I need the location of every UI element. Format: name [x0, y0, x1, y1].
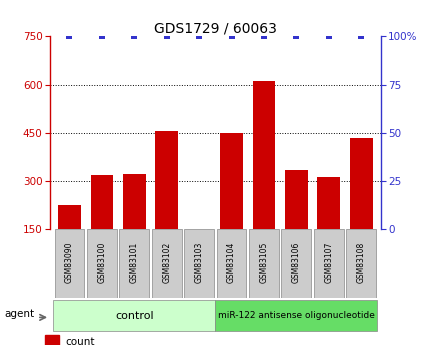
Text: GSM83100: GSM83100: [97, 242, 106, 283]
FancyBboxPatch shape: [216, 229, 246, 298]
FancyBboxPatch shape: [184, 229, 214, 298]
FancyBboxPatch shape: [87, 229, 116, 298]
Bar: [284, 170, 307, 229]
FancyBboxPatch shape: [313, 229, 343, 298]
Bar: [317, 177, 339, 229]
Text: GSM83107: GSM83107: [323, 242, 332, 283]
FancyBboxPatch shape: [345, 229, 375, 298]
Point: [357, 33, 364, 39]
Text: GSM83102: GSM83102: [162, 242, 171, 283]
Text: GSM83106: GSM83106: [291, 242, 300, 283]
Bar: [58, 205, 81, 229]
Title: GDS1729 / 60063: GDS1729 / 60063: [154, 21, 276, 35]
Bar: [123, 174, 145, 229]
Point: [163, 33, 170, 39]
Bar: [252, 81, 275, 229]
Point: [195, 33, 202, 39]
Bar: [349, 138, 372, 229]
FancyBboxPatch shape: [119, 229, 149, 298]
Text: GSM83090: GSM83090: [65, 242, 74, 283]
FancyBboxPatch shape: [53, 300, 215, 331]
Point: [292, 33, 299, 39]
Text: control: control: [115, 311, 153, 321]
Bar: [45, 335, 59, 345]
Point: [66, 33, 73, 39]
Bar: [155, 131, 178, 229]
Text: GSM83104: GSM83104: [227, 242, 236, 283]
Text: GSM83101: GSM83101: [129, 242, 138, 283]
FancyBboxPatch shape: [54, 229, 84, 298]
Text: count: count: [66, 337, 95, 345]
Bar: [220, 133, 242, 229]
Point: [227, 33, 234, 39]
Text: agent: agent: [4, 309, 34, 319]
FancyBboxPatch shape: [248, 229, 278, 298]
FancyBboxPatch shape: [215, 300, 377, 331]
FancyBboxPatch shape: [151, 229, 181, 298]
Bar: [90, 175, 113, 229]
Text: GSM83103: GSM83103: [194, 242, 203, 283]
FancyBboxPatch shape: [281, 229, 311, 298]
Point: [260, 33, 267, 39]
Point: [325, 33, 332, 39]
Text: miR-122 antisense oligonucleotide: miR-122 antisense oligonucleotide: [217, 311, 374, 320]
Point: [131, 33, 138, 39]
Point: [98, 33, 105, 39]
Text: GSM83105: GSM83105: [259, 242, 268, 283]
Text: GSM83108: GSM83108: [356, 242, 365, 283]
